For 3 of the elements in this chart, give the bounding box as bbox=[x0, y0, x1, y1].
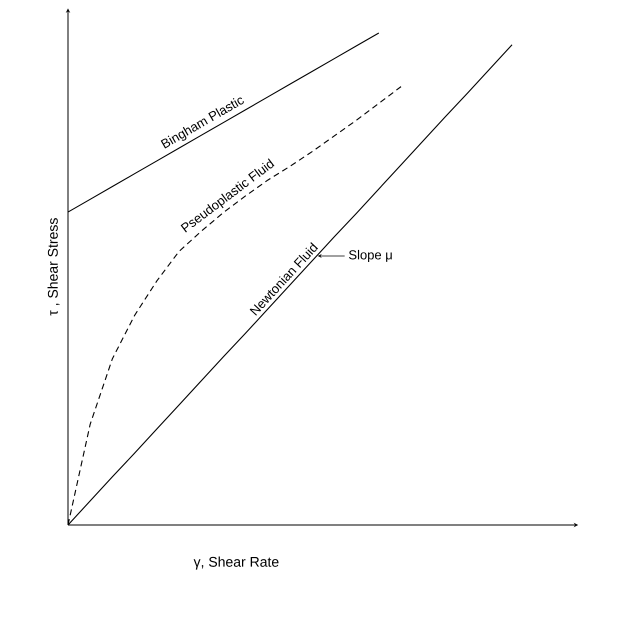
annotation: Slope μ bbox=[348, 250, 392, 262]
x-axis-title: γ, Shear Rate bbox=[194, 556, 279, 570]
y-axis-title: τ , Shear Stress bbox=[48, 218, 60, 316]
